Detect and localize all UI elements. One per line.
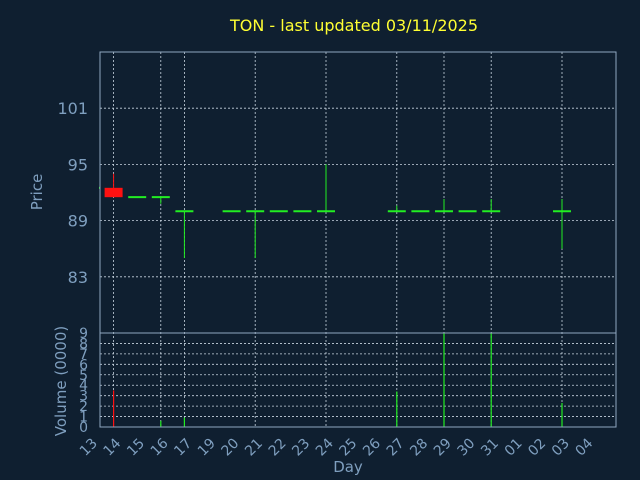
price-tick-label: 95 [68, 155, 88, 174]
price-tick-label: 101 [57, 99, 88, 118]
price-axis-label: Price [28, 174, 46, 211]
volume-tick-label: 1 [79, 410, 88, 426]
volume-tick-label: 6 [79, 357, 88, 373]
volume-tick-label: 9 [79, 326, 88, 342]
volume-tick-label: 2 [79, 399, 88, 415]
candle-body-14 [104, 187, 123, 198]
mark-layer [99, 164, 571, 427]
price-tick-label: 89 [68, 212, 88, 231]
x-axis-label: Day [333, 458, 363, 476]
volume-tick-label: 4 [79, 378, 88, 394]
volume-tick-label: 7 [79, 347, 88, 363]
volume-panel-frame [99, 332, 617, 428]
volume-tick-label: 3 [79, 389, 88, 405]
chart-title: TON - last updated 03/11/2025 [229, 16, 478, 35]
volume-tick-label: 5 [79, 368, 88, 384]
volume-tick-label: 8 [79, 336, 88, 352]
volume-axis-label: Volume (0000) [52, 326, 70, 436]
price-tick-label: 83 [68, 268, 88, 287]
volume-tick-label: 0 [79, 420, 88, 436]
